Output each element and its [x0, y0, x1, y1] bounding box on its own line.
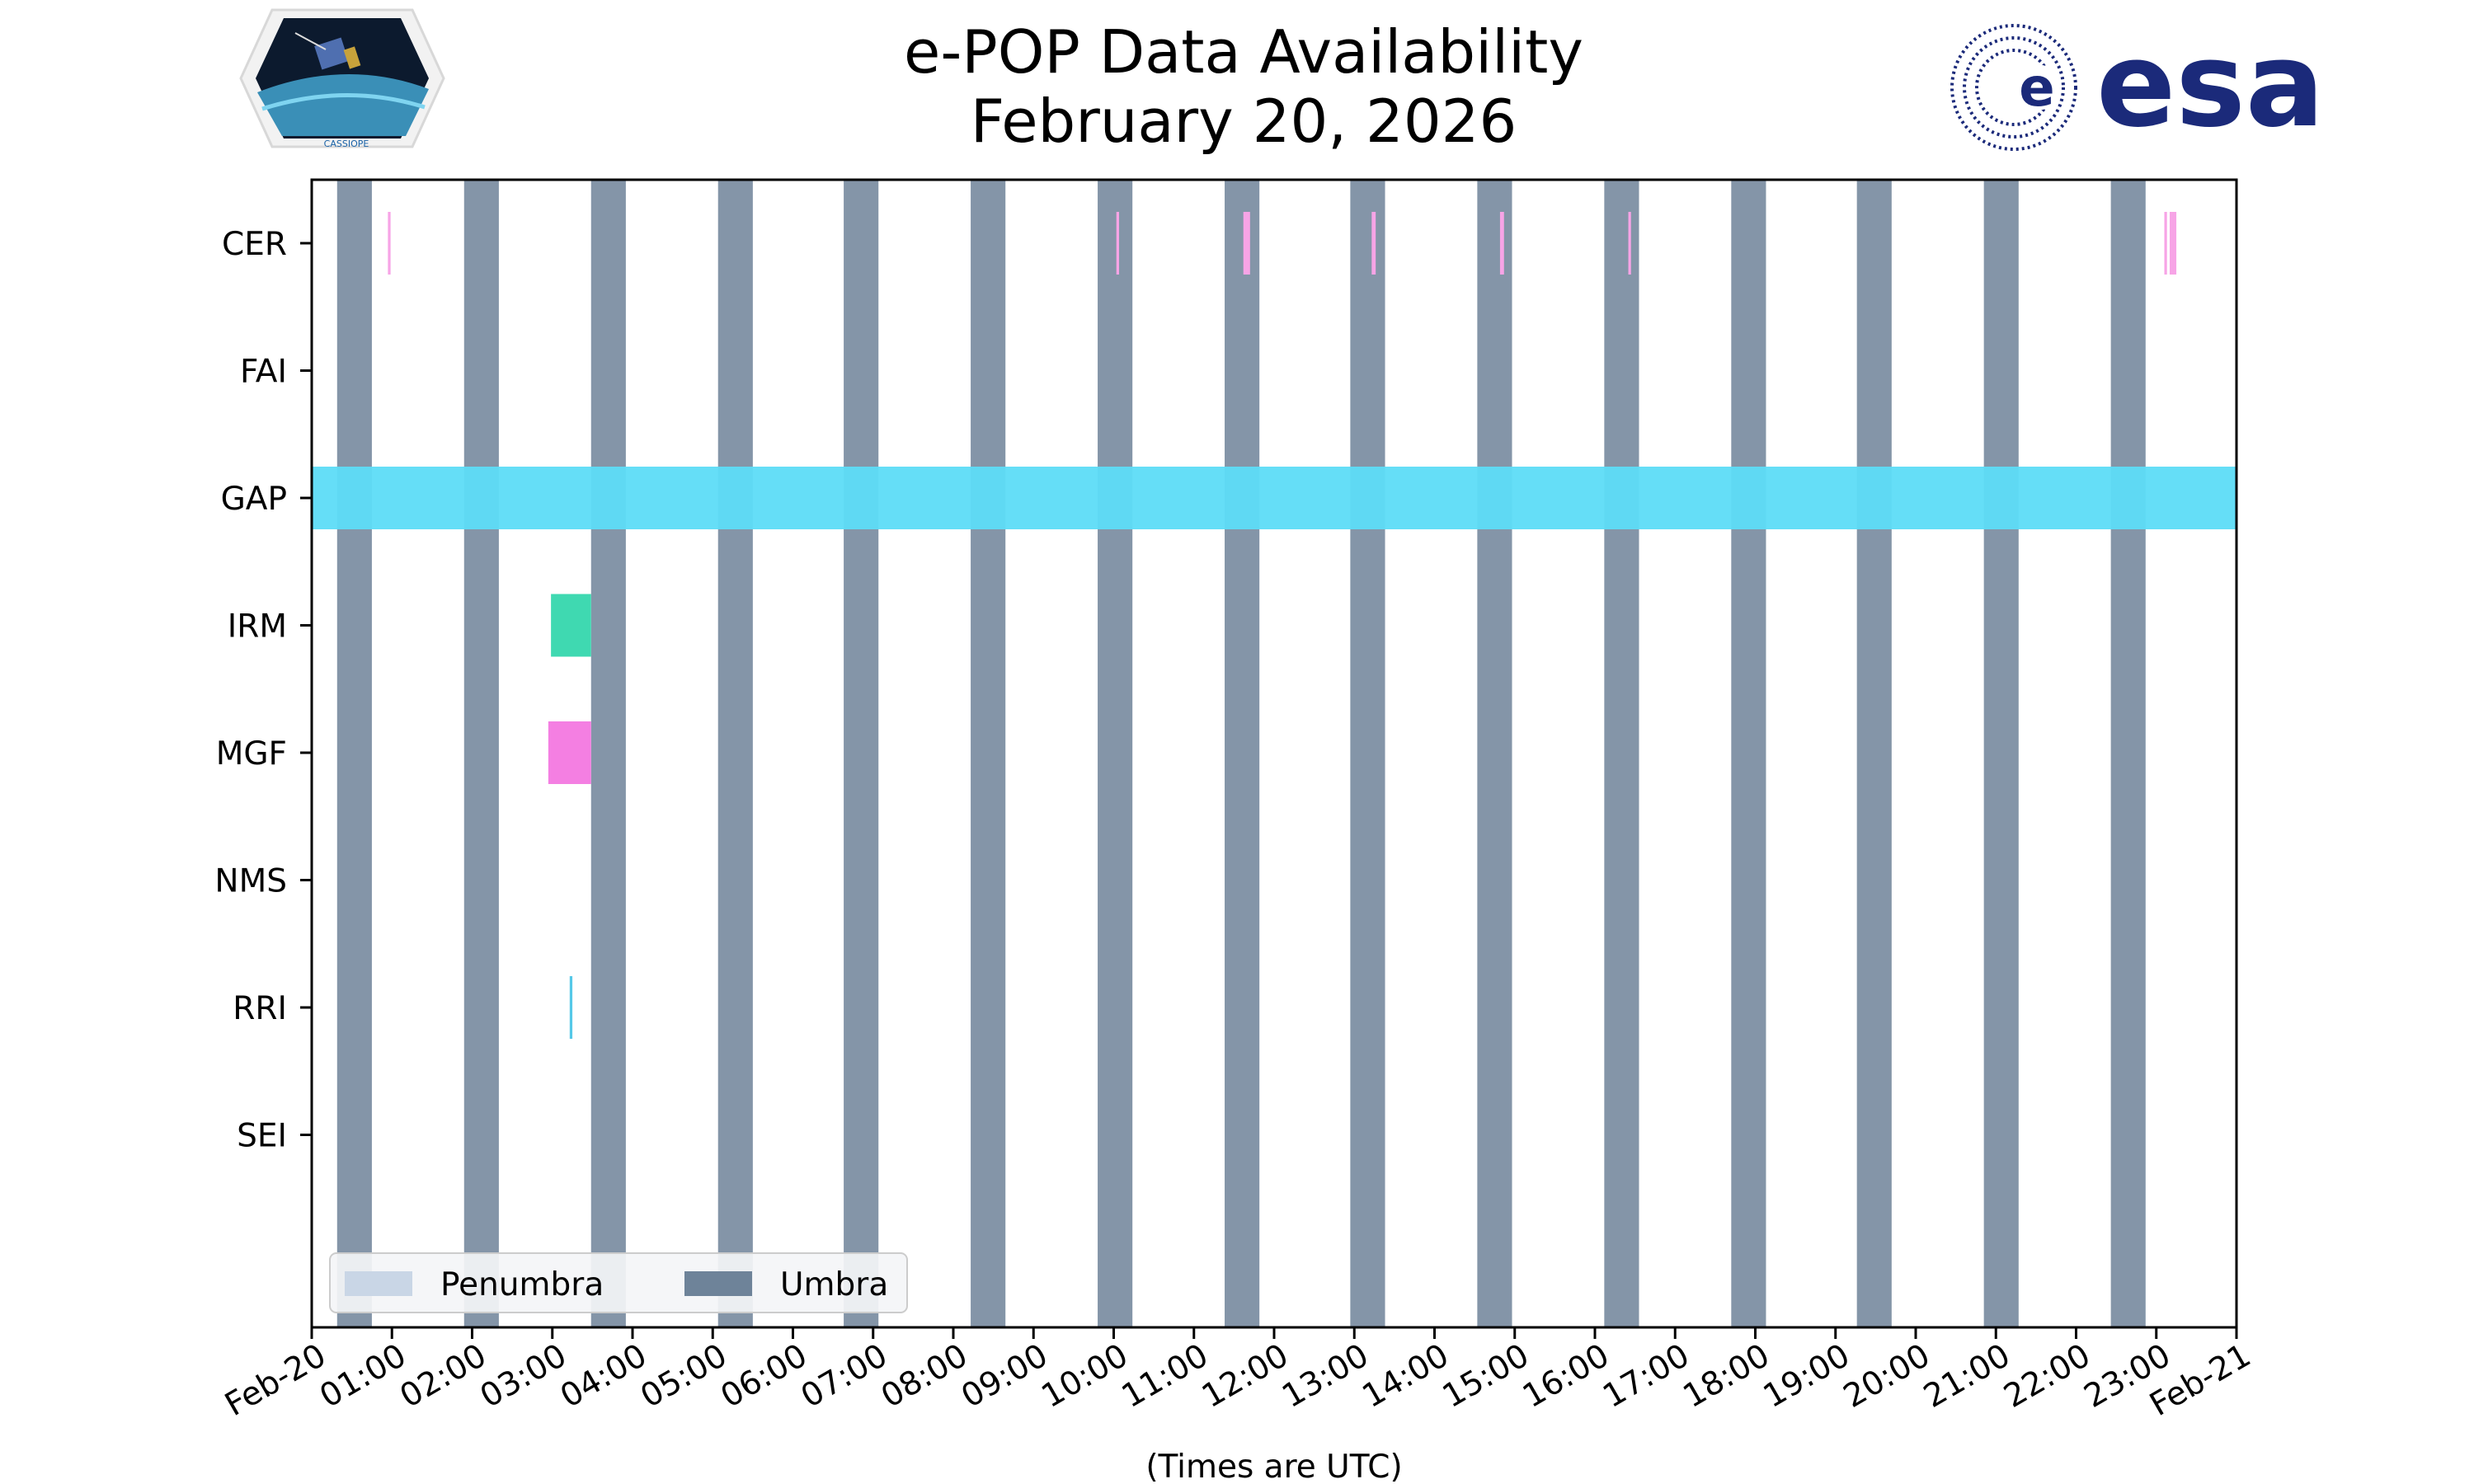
data-bar-cer-4	[1371, 212, 1376, 275]
x-tick-label-11: 10:00	[1036, 1337, 1135, 1416]
y-label-mgf: MGF	[216, 735, 287, 773]
data-bar-mgf-1	[548, 721, 591, 784]
x-tick-label-13: 12:00	[1196, 1337, 1295, 1416]
x-tick-label-3: 02:00	[394, 1337, 493, 1416]
umbra-band-2	[463, 180, 499, 1327]
umbra-band-1	[336, 180, 372, 1327]
umbra-band-7	[1098, 180, 1133, 1327]
umbra-band-13	[1856, 180, 1892, 1327]
umbra-band-10	[1477, 180, 1512, 1327]
legend-label-penumbra: Penumbra	[440, 1266, 604, 1303]
x-tick-label-9: 08:00	[875, 1337, 974, 1416]
x-tick-label-8: 07:00	[795, 1337, 894, 1416]
legend-swatch-penumbra	[345, 1271, 412, 1296]
umbra-band-15	[2110, 180, 2146, 1327]
umbra-band-14	[1983, 180, 2019, 1327]
x-tick-label-19: 18:00	[1677, 1337, 1776, 1416]
x-tick-label-4: 03:00	[474, 1337, 573, 1416]
data-bar-cer-2	[1116, 212, 1119, 275]
esa-logo: e esa	[1950, 17, 2325, 153]
data-bar-cer-1	[388, 212, 391, 275]
x-tick-label-2: 01:00	[313, 1337, 412, 1416]
y-label-cer: CER	[222, 226, 287, 263]
umbra-band-5	[844, 180, 879, 1327]
esa-logo-text: esa	[2096, 17, 2325, 153]
data-bar-rri-1	[569, 976, 573, 1039]
x-tick-label-5: 04:00	[554, 1337, 653, 1416]
legend-swatch-umbra	[684, 1271, 752, 1296]
x-tick-label-10: 09:00	[955, 1337, 1054, 1416]
y-label-fai: FAI	[240, 354, 287, 391]
legend-label-umbra: Umbra	[780, 1266, 888, 1303]
umbra-band-9	[1350, 180, 1385, 1327]
data-bar-cer-6	[1628, 212, 1631, 275]
x-tick-label-17: 16:00	[1517, 1337, 1616, 1416]
umbra-band-8	[1225, 180, 1260, 1327]
legend-box	[329, 1252, 908, 1313]
svg-text:e: e	[2019, 58, 2054, 119]
x-tick-label-22: 21:00	[1917, 1337, 2016, 1416]
cassiope-logo: CASSIOPE	[239, 8, 445, 149]
x-tick-label-18: 17:00	[1597, 1337, 1696, 1416]
x-tick-label-14: 13:00	[1276, 1337, 1375, 1416]
x-tick-label-23: 22:00	[1998, 1337, 2097, 1416]
x-tick-label-15: 14:00	[1357, 1337, 1456, 1416]
y-label-irm: IRM	[228, 608, 287, 646]
x-tick-label-16: 15:00	[1437, 1337, 1536, 1416]
data-bar-cer-8	[2169, 212, 2177, 275]
x-tick-label-6: 05:00	[634, 1337, 733, 1416]
x-tick-label-7: 06:00	[715, 1337, 814, 1416]
data-bar-cer-7	[2164, 212, 2167, 275]
x-tick-label-1: Feb-20	[219, 1337, 332, 1424]
data-bar-irm-1	[551, 594, 591, 657]
x-tick-label-21: 20:00	[1837, 1337, 1936, 1416]
y-label-nms: NMS	[214, 863, 287, 900]
data-bar-cer-3	[1243, 212, 1250, 275]
y-label-sei: SEI	[237, 1118, 287, 1155]
umbra-band-6	[971, 180, 1006, 1327]
chart-subtitle: February 20, 2026	[971, 87, 1517, 156]
data-bar-gap-1	[312, 467, 2236, 529]
umbra-band-4	[717, 180, 753, 1327]
x-tick-label-20: 19:00	[1757, 1337, 1856, 1416]
umbra-band-12	[1731, 180, 1766, 1327]
data-bar-cer-5	[1499, 212, 1504, 275]
umbra-band-3	[590, 180, 626, 1327]
x-axis-label: (Times are UTC)	[1145, 1449, 1402, 1484]
umbra-band-11	[1604, 180, 1639, 1327]
cassiope-logo-text: CASSIOPE	[324, 139, 369, 149]
y-label-gap: GAP	[221, 481, 287, 518]
x-tick-label-12: 11:00	[1116, 1337, 1215, 1416]
chart-title: e-POP Data Availability	[904, 17, 1583, 87]
y-label-rri: RRI	[233, 990, 287, 1027]
